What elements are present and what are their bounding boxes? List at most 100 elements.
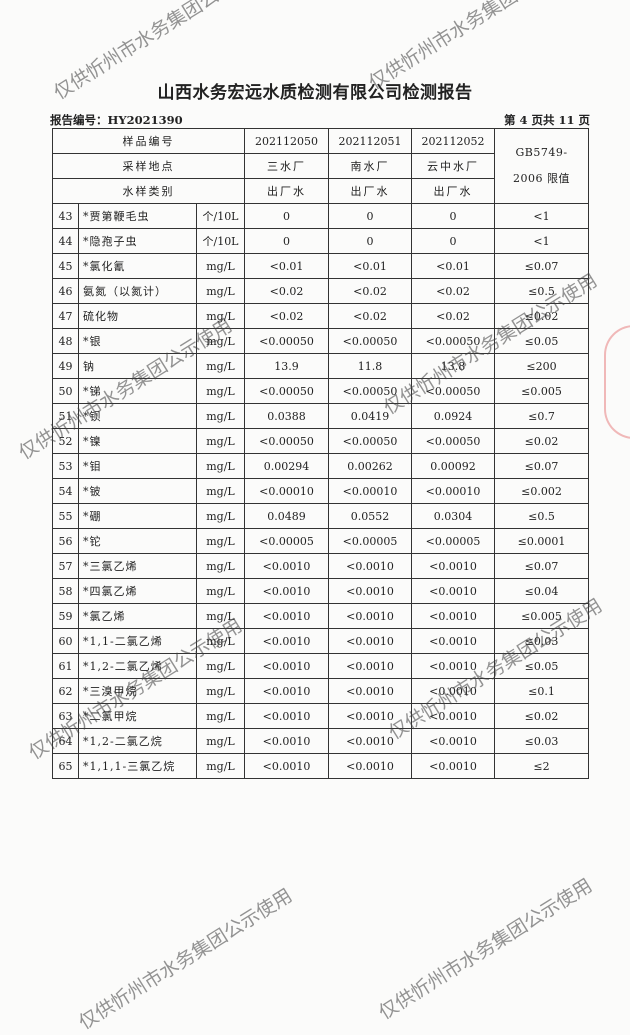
unit: mg/L — [196, 403, 245, 429]
value-sample-3: 13.8 — [411, 353, 495, 379]
row-number: 62 — [52, 678, 79, 704]
header-row-type: 水样类别 出厂水 出厂水 出厂水 — [52, 178, 589, 204]
sample-location: 云中水厂 — [411, 153, 495, 179]
value-sample-2: <0.02 — [328, 278, 412, 304]
table-row: 61 *1,2-二氯乙烯 mg/L <0.0010 <0.0010 <0.0010 ≤0.0… — [52, 653, 589, 679]
table-row: 43 *贾第鞭毛虫 个/10L 0 0 0 <1 — [52, 203, 589, 229]
standard-limit: ≤0.5 — [494, 503, 589, 529]
row-number: 59 — [52, 603, 79, 629]
standard-limit: ≤0.005 — [494, 603, 589, 629]
row-number: 43 — [52, 203, 79, 229]
row-number: 47 — [52, 303, 79, 329]
value-sample-2: <0.0010 — [328, 753, 412, 779]
value-sample-2: <0.0010 — [328, 678, 412, 704]
value-sample-3: 0 — [411, 203, 495, 229]
value-sample-3: <0.02 — [411, 303, 495, 329]
item-name: *氯化氰 — [78, 253, 197, 279]
value-sample-3: 0.0924 — [411, 403, 495, 429]
item-name: *隐孢子虫 — [78, 228, 197, 254]
item-name: *三溴甲烷 — [78, 678, 197, 704]
unit: mg/L — [196, 653, 245, 679]
sample-type: 出厂水 — [328, 178, 412, 204]
standard-limit: ≤0.02 — [494, 428, 589, 454]
item-name: *1,1,1-三氯乙烷 — [78, 753, 197, 779]
value-sample-2: <0.0010 — [328, 628, 412, 654]
sample-id: 202112050 — [244, 128, 329, 154]
item-name: *铊 — [78, 528, 197, 554]
value-sample-3: 0 — [411, 228, 495, 254]
standard-limit: ≤0.07 — [494, 253, 589, 279]
value-sample-1: <0.00005 — [244, 528, 329, 554]
table-row: 59 *氯乙烯 mg/L <0.0010 <0.0010 <0.0010 ≤0.005 — [52, 603, 589, 629]
value-sample-1: 0.0388 — [244, 403, 329, 429]
page-info: 第 4 页共 11 页 — [503, 113, 590, 127]
table-row: 46 氨氮（以氮计） mg/L <0.02 <0.02 <0.02 ≤0.5 — [52, 278, 589, 304]
unit: mg/L — [196, 453, 245, 479]
item-name: 钠 — [78, 353, 197, 379]
unit: mg/L — [196, 528, 245, 554]
standard-limit: ≤200 — [494, 353, 589, 379]
standard-limit: ≤0.02 — [494, 303, 589, 329]
unit: mg/L — [196, 478, 245, 504]
value-sample-1: <0.0010 — [244, 728, 329, 754]
value-sample-2: <0.00050 — [328, 328, 412, 354]
value-sample-3: <0.00010 — [411, 478, 495, 504]
table-row: 57 *三氯乙烯 mg/L <0.0010 <0.0010 <0.0010 ≤0.07 — [52, 553, 589, 579]
row-number: 51 — [52, 403, 79, 429]
value-sample-1: 0.0489 — [244, 503, 329, 529]
red-stamp-fragment — [604, 325, 630, 439]
standard-limit: ≤0.7 — [494, 403, 589, 429]
unit: 个/10L — [196, 203, 245, 229]
value-sample-1: <0.0010 — [244, 653, 329, 679]
table-row: 55 *硼 mg/L 0.0489 0.0552 0.0304 ≤0.5 — [52, 503, 589, 529]
row-number: 46 — [52, 278, 79, 304]
value-sample-2: 11.8 — [328, 353, 412, 379]
value-sample-1: 0 — [244, 228, 329, 254]
unit: 个/10L — [196, 228, 245, 254]
type-label: 水样类别 — [52, 178, 245, 204]
row-number: 44 — [52, 228, 79, 254]
unit: mg/L — [196, 628, 245, 654]
value-sample-2: <0.01 — [328, 253, 412, 279]
value-sample-1: <0.00050 — [244, 378, 329, 404]
value-sample-1: <0.00050 — [244, 428, 329, 454]
report-number: 报告编号：HY2021390 — [50, 113, 183, 127]
table-row: 53 *钼 mg/L 0.00294 0.00262 0.00092 ≤0.07 — [52, 453, 589, 479]
table-row: 48 *银 mg/L <0.00050 <0.00050 <0.00050 ≤0.05 — [52, 328, 589, 354]
unit: mg/L — [196, 678, 245, 704]
value-sample-2: <0.0010 — [328, 728, 412, 754]
value-sample-3: <0.0010 — [411, 678, 495, 704]
unit: mg/L — [196, 753, 245, 779]
table-row: 49 钠 mg/L 13.9 11.8 13.8 ≤200 — [52, 353, 589, 379]
item-name: *锑 — [78, 378, 197, 404]
row-number: 52 — [52, 428, 79, 454]
standard-limit: ≤0.005 — [494, 378, 589, 404]
value-sample-1: <0.0010 — [244, 603, 329, 629]
row-number: 60 — [52, 628, 79, 654]
value-sample-3: 0.00092 — [411, 453, 495, 479]
standard-limit: ≤0.05 — [494, 328, 589, 354]
value-sample-2: <0.0010 — [328, 653, 412, 679]
row-number: 61 — [52, 653, 79, 679]
value-sample-1: <0.0010 — [244, 628, 329, 654]
unit: mg/L — [196, 703, 245, 729]
table-row: 63 *二氯甲烷 mg/L <0.0010 <0.0010 <0.0010 ≤0.02 — [52, 703, 589, 729]
item-name: *硼 — [78, 503, 197, 529]
item-name: *四氯乙烯 — [78, 578, 197, 604]
table-row: 45 *氯化氰 mg/L <0.01 <0.01 <0.01 ≤0.07 — [52, 253, 589, 279]
item-name: *钡 — [78, 403, 197, 429]
value-sample-3: 0.0304 — [411, 503, 495, 529]
row-number: 55 — [52, 503, 79, 529]
row-number: 64 — [52, 728, 79, 754]
unit: mg/L — [196, 328, 245, 354]
value-sample-1: <0.0010 — [244, 553, 329, 579]
item-name: *钼 — [78, 453, 197, 479]
unit: mg/L — [196, 428, 245, 454]
table-row: 44 *隐孢子虫 个/10L 0 0 0 <1 — [52, 228, 589, 254]
standard-label: GB5749-2006 限值 — [494, 128, 589, 204]
value-sample-2: <0.0010 — [328, 578, 412, 604]
sample-id-label: 样品编号 — [52, 128, 245, 154]
value-sample-1: 13.9 — [244, 353, 329, 379]
table-row: 52 *镍 mg/L <0.00050 <0.00050 <0.00050 ≤0.02 — [52, 428, 589, 454]
header-row-sample-id: 样品编号 202112050 202112051 202112052 GB574… — [52, 128, 589, 204]
